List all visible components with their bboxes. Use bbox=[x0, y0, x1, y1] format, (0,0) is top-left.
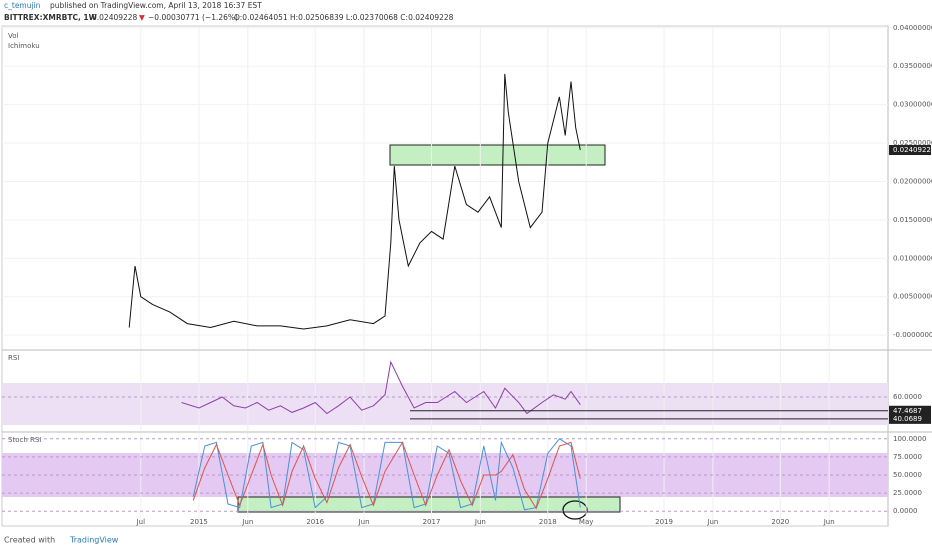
y-tick-label: 0.00500000 bbox=[893, 293, 932, 301]
price-tag bbox=[889, 413, 931, 424]
indicator-label: Vol bbox=[8, 32, 19, 40]
y-tick-label: 0.0000 bbox=[893, 507, 918, 515]
x-tick-label: Jun bbox=[474, 518, 486, 526]
y-tick-label: 0.03000000 bbox=[893, 101, 932, 109]
y-tick-label: 100.0000 bbox=[893, 435, 926, 443]
zone-box bbox=[389, 144, 606, 166]
panel-title: RSI bbox=[8, 354, 19, 362]
x-tick-label: Jun bbox=[358, 518, 370, 526]
arrow: ▼ bbox=[139, 13, 145, 22]
ohlc: O:0.02464051 H:0.02506839 L:0.02370068 C… bbox=[234, 13, 454, 22]
highlight-circle bbox=[562, 500, 588, 520]
data-line bbox=[181, 360, 581, 415]
y-tick-label: 60.0000 bbox=[893, 393, 922, 401]
y-tick-label: 25.0000 bbox=[893, 489, 922, 497]
y-tick-label: 0.02000000 bbox=[893, 177, 932, 185]
x-tick-label: 2017 bbox=[423, 518, 441, 526]
data-line bbox=[128, 73, 581, 330]
footer-brand: TradingView bbox=[69, 536, 119, 545]
x-tick-label: 2018 bbox=[539, 518, 557, 526]
y-tick-label: 0.01000000 bbox=[893, 254, 932, 262]
symbol: BITTREX:XMRBTC, 1W bbox=[4, 13, 98, 22]
published: published on TradingView.com, April 13, … bbox=[50, 1, 262, 10]
data-line bbox=[192, 441, 581, 510]
y-tick-label: 0.02500000 bbox=[893, 139, 932, 147]
x-tick-label: 2016 bbox=[306, 518, 324, 526]
y-tick-label: 0.03500000 bbox=[893, 62, 932, 70]
change: −0.00030771 (−1.26%) bbox=[148, 13, 238, 22]
y-tick-label: 50.0000 bbox=[893, 471, 922, 479]
x-tick-label: May bbox=[579, 518, 593, 526]
price-tag bbox=[889, 405, 931, 416]
price-tag-label: 40.0689 bbox=[893, 415, 922, 423]
price: 0.02409228 bbox=[92, 13, 138, 22]
x-tick-label: 2020 bbox=[771, 518, 789, 526]
y-tick-label: 0.01500000 bbox=[893, 216, 932, 224]
price-tag-label: 47.4687 bbox=[893, 407, 922, 415]
x-tick-label: Jun bbox=[241, 518, 253, 526]
data-line bbox=[192, 438, 581, 511]
indicator-label: Ichimoku bbox=[8, 42, 40, 50]
x-tick-label: Jun bbox=[706, 518, 718, 526]
x-tick-label: 2015 bbox=[190, 518, 208, 526]
y-tick-label: 0.04000000 bbox=[893, 24, 932, 32]
y-tick-label: 75.0000 bbox=[893, 453, 922, 461]
x-tick-label: Jun bbox=[823, 518, 835, 526]
x-tick-label: Jul bbox=[136, 518, 146, 526]
footer-created: Created with bbox=[4, 536, 55, 545]
price-tag bbox=[889, 145, 931, 156]
author: c_temujin bbox=[4, 1, 41, 10]
price-tag-label: 0.02409228 bbox=[893, 146, 932, 154]
panel-title: Stoch RSI bbox=[8, 436, 41, 444]
rsi-band bbox=[2, 383, 888, 425]
x-tick-label: 2019 bbox=[655, 518, 673, 526]
